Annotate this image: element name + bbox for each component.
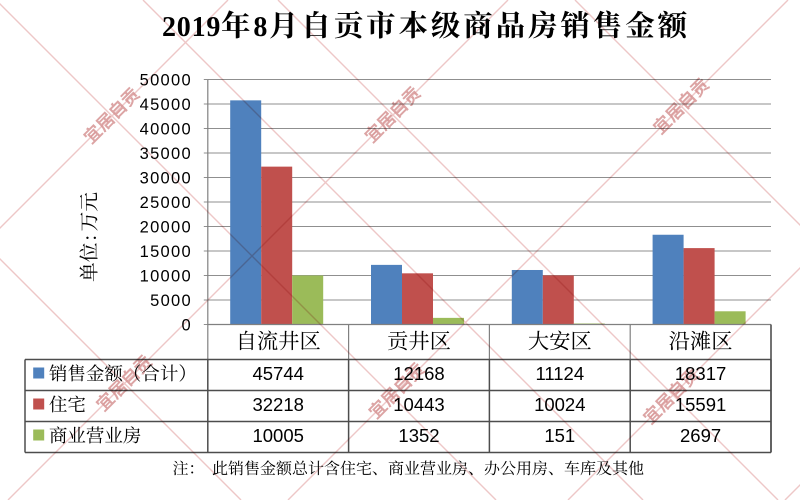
svg-text::: :: [79, 235, 101, 241]
svg-text:15000: 15000: [140, 243, 192, 261]
svg-text:20000: 20000: [140, 219, 192, 237]
svg-text:151: 151: [544, 425, 575, 446]
svg-text:11124: 11124: [535, 363, 584, 384]
svg-text:10000: 10000: [140, 268, 192, 286]
svg-text:25000: 25000: [140, 194, 192, 212]
svg-text:30000: 30000: [140, 170, 192, 188]
svg-text:35000: 35000: [140, 145, 192, 163]
svg-text:10005: 10005: [252, 425, 303, 446]
svg-text:45000: 45000: [140, 96, 192, 114]
svg-text:45744: 45744: [252, 363, 303, 384]
svg-text:10024: 10024: [534, 394, 585, 415]
svg-text:0: 0: [182, 317, 192, 335]
svg-text:1352: 1352: [398, 425, 439, 446]
svg-text:12168: 12168: [393, 363, 444, 384]
svg-text:40000: 40000: [140, 121, 192, 139]
svg-text:32218: 32218: [252, 394, 303, 415]
svg-text:2697: 2697: [680, 425, 721, 446]
svg-text:8: 8: [253, 12, 267, 43]
svg-text:5000: 5000: [150, 292, 192, 310]
